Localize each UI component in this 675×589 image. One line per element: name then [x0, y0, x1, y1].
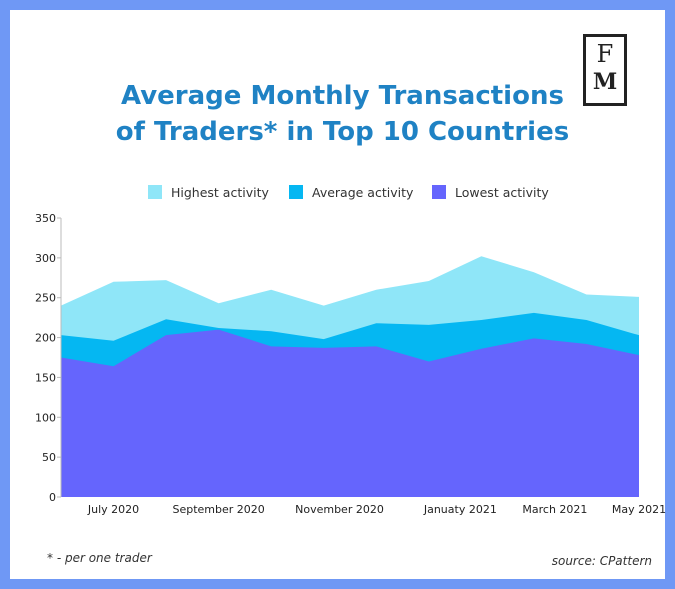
legend-swatch-lowest	[432, 185, 446, 199]
legend-label-lowest: Lowest activity	[455, 184, 549, 200]
area-series-lowest-activity	[61, 329, 639, 497]
y-tick-label: 350	[35, 212, 56, 225]
chart-title: Average Monthly Transactions of Traders*…	[0, 78, 675, 150]
legend-label-highest: Highest activity	[171, 184, 269, 200]
x-tick-label: November 2020	[295, 503, 384, 516]
legend-item-lowest: Lowest activity	[432, 184, 549, 200]
logo-letter-m: M	[592, 69, 618, 95]
chart-areas	[61, 256, 639, 497]
y-tick-label: 0	[49, 491, 56, 504]
y-tick-label: 250	[35, 292, 56, 305]
legend-item-highest: Highest activity	[148, 184, 269, 200]
x-tick-label: March 2021	[522, 503, 587, 516]
y-tick-label: 300	[35, 252, 56, 265]
source-note: source: CPattern	[551, 554, 652, 568]
footnote: * - per one trader	[47, 551, 152, 565]
legend-swatch-highest	[148, 185, 162, 199]
legend-label-average: Average activity	[312, 184, 414, 200]
legend-item-average: Average activity	[289, 184, 413, 200]
chart-title-line-2: of Traders* in Top 10 Countries	[115, 117, 570, 147]
y-tick-label: 150	[35, 371, 56, 384]
y-tick-label: 100	[35, 411, 56, 424]
y-tick-label: 50	[42, 451, 56, 464]
x-tick-label: September 2020	[172, 503, 264, 516]
chart-axes: 0 50 100 150 200 250 300 350 July 2020 September …	[35, 212, 666, 516]
x-tick-label: May 2021	[612, 503, 666, 516]
legend-swatch-average	[289, 185, 303, 199]
x-tick-label: Januaty 2021	[423, 503, 497, 516]
logo-letter-f: F	[596, 40, 614, 68]
chart-title-line-1: Average Monthly Transactions	[121, 81, 564, 111]
x-tick-label: July 2020	[87, 503, 139, 516]
y-tick-label: 200	[35, 332, 56, 345]
fm-logo: F M	[583, 34, 627, 106]
